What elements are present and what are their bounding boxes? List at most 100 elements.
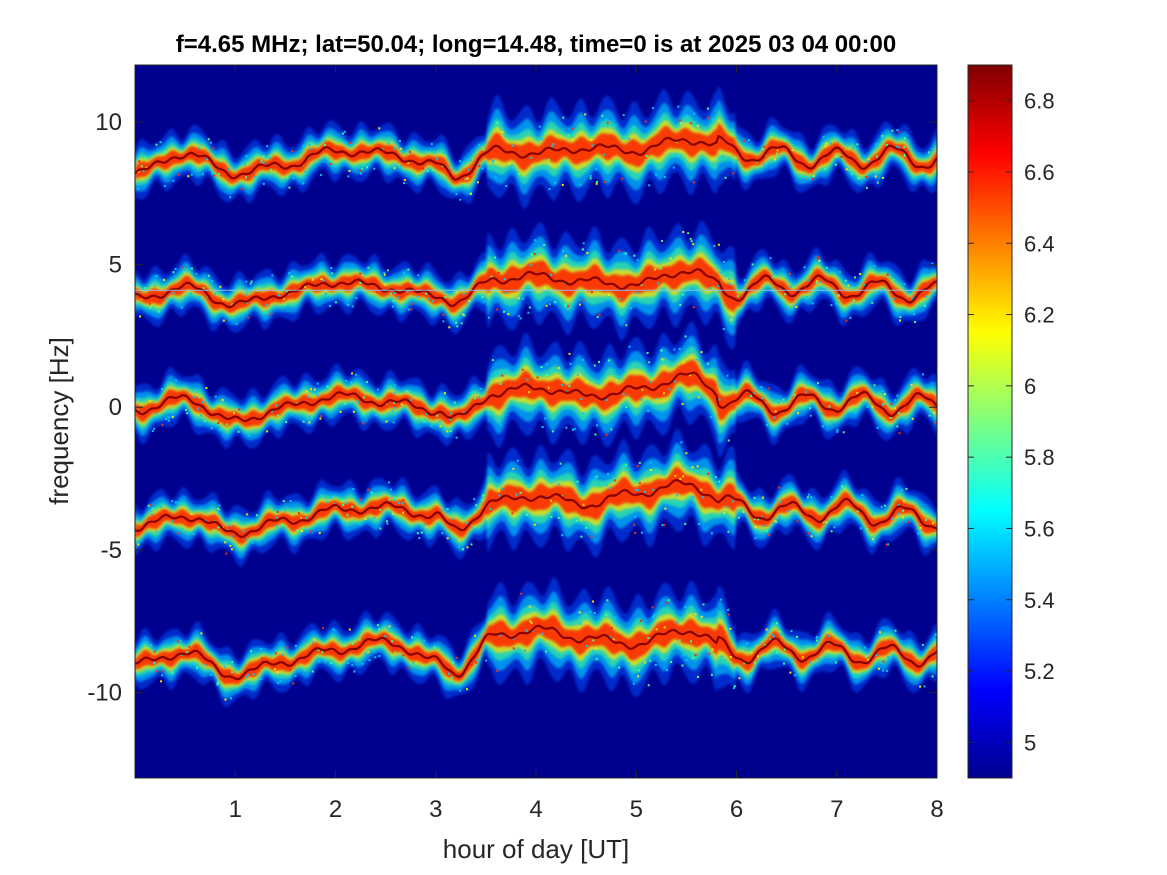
ridge-speckle bbox=[175, 379, 178, 382]
ridge-speckle bbox=[455, 321, 458, 324]
ridge-speckle bbox=[259, 647, 262, 650]
ridge-speckle bbox=[819, 281, 821, 284]
ridge-speckle bbox=[899, 319, 901, 322]
ridge-speckle bbox=[174, 501, 177, 504]
ridge-speckle bbox=[595, 658, 598, 661]
ridge-speckle bbox=[782, 398, 785, 401]
ridge-speckle bbox=[608, 294, 611, 296]
ridge-speckle bbox=[789, 671, 792, 674]
ridge-speckle bbox=[207, 274, 210, 277]
ridge-speckle bbox=[222, 319, 225, 322]
ridge-speckle bbox=[138, 160, 141, 163]
ridge-speckle bbox=[592, 600, 595, 603]
ridge-speckle bbox=[270, 168, 272, 171]
ridge-speckle bbox=[589, 610, 592, 613]
ridge-speckle bbox=[666, 602, 669, 604]
ridge-speckle bbox=[350, 381, 353, 384]
ridge-speckle bbox=[672, 166, 675, 169]
ridge-speckle bbox=[295, 644, 297, 647]
x-axis-label: hour of day [UT] bbox=[443, 834, 629, 864]
ridge-speckle bbox=[529, 620, 532, 623]
ridge-speckle bbox=[188, 645, 191, 648]
ridge-speckle bbox=[443, 151, 445, 154]
ridge-speckle bbox=[181, 306, 184, 309]
ridge-speckle bbox=[498, 634, 501, 637]
ridge-speckle bbox=[376, 291, 379, 294]
ridge-speckle bbox=[145, 166, 148, 169]
ridge-speckle bbox=[856, 510, 859, 513]
x-tick-label: 2 bbox=[329, 796, 342, 823]
ridge-speckle bbox=[262, 294, 265, 297]
ridge-speckle bbox=[548, 188, 551, 190]
ridge-speckle bbox=[756, 293, 759, 296]
x-axis: 1 2 3 4 5 6 7 8 bbox=[229, 65, 944, 823]
ridge-speckle bbox=[603, 153, 606, 156]
ridge-speckle bbox=[181, 647, 184, 649]
ridge-speckle bbox=[605, 484, 608, 487]
ridge-speckle bbox=[572, 428, 574, 431]
ridge-speckle bbox=[276, 511, 279, 513]
ridge-band bbox=[135, 321, 937, 458]
ridge-speckle bbox=[925, 295, 928, 298]
ridge-speckle bbox=[814, 287, 817, 290]
ridge-speckle bbox=[341, 132, 344, 135]
ridge-speckle bbox=[835, 155, 838, 158]
ridge-speckle bbox=[586, 252, 589, 254]
ridge-band-layer bbox=[135, 615, 937, 685]
ridge-speckle bbox=[294, 674, 297, 677]
ridge-speckle bbox=[135, 284, 137, 287]
ridge-speckle bbox=[144, 287, 147, 290]
ridge-band-layer bbox=[135, 359, 937, 428]
ridge-speckle bbox=[647, 684, 650, 687]
ridge-speckle bbox=[457, 404, 460, 407]
ridge-speckle bbox=[413, 637, 416, 640]
ridge-speckle bbox=[618, 298, 621, 301]
ridge-speckle bbox=[423, 420, 426, 423]
colorbar-frame bbox=[967, 64, 1013, 779]
ridge-speckle bbox=[765, 530, 768, 532]
ridge-speckle bbox=[277, 294, 280, 297]
ridge-speckle bbox=[246, 538, 249, 541]
ridge-speckle bbox=[582, 299, 585, 302]
ridge-speckle bbox=[913, 313, 916, 316]
ridge-speckle bbox=[707, 472, 710, 475]
ridge-speckle bbox=[935, 633, 937, 636]
ridge-speckle bbox=[690, 240, 693, 243]
ridge-speckle bbox=[399, 165, 402, 168]
ridge-speckle bbox=[497, 271, 500, 274]
ridge-speckle bbox=[150, 644, 153, 646]
ridge-speckle bbox=[603, 181, 606, 184]
ridge-speckle bbox=[400, 403, 403, 406]
ridge-speckle bbox=[585, 645, 588, 647]
ridge-speckle bbox=[389, 488, 392, 491]
ridge-speckle bbox=[766, 423, 768, 426]
ridge-speckle bbox=[504, 135, 507, 138]
ridge-speckle bbox=[830, 530, 833, 533]
ridge-speckle bbox=[406, 290, 409, 293]
ridge-speckle bbox=[567, 134, 570, 137]
colorbar-tick-label: 5.2 bbox=[1024, 659, 1055, 684]
ridge-speckle bbox=[459, 160, 462, 163]
ridge-speckle bbox=[209, 141, 212, 144]
ridge-speckle bbox=[147, 504, 150, 507]
ridge-speckle bbox=[886, 273, 889, 276]
ridge-speckle bbox=[511, 144, 514, 147]
ridge-speckle bbox=[200, 632, 203, 635]
ridge-speckle bbox=[402, 511, 405, 514]
ridge-speckle bbox=[625, 463, 628, 466]
ridge-speckle bbox=[664, 655, 667, 658]
ridge-speckle bbox=[367, 163, 370, 166]
ridge-speckle bbox=[749, 156, 752, 159]
ridge-speckle bbox=[837, 294, 840, 297]
ridge-speckle bbox=[836, 293, 839, 296]
ridge-speckle bbox=[578, 303, 581, 306]
ridge-speckle bbox=[393, 292, 396, 294]
ridge-speckle bbox=[576, 373, 579, 376]
ridge-speckle bbox=[674, 474, 677, 477]
ridge-speckle bbox=[597, 252, 600, 255]
ridge-speckle bbox=[543, 243, 546, 246]
ridge-speckle bbox=[304, 285, 306, 288]
ridge-speckle bbox=[647, 410, 650, 412]
ridge-speckle bbox=[388, 629, 391, 632]
ridge-speckle bbox=[307, 395, 310, 398]
